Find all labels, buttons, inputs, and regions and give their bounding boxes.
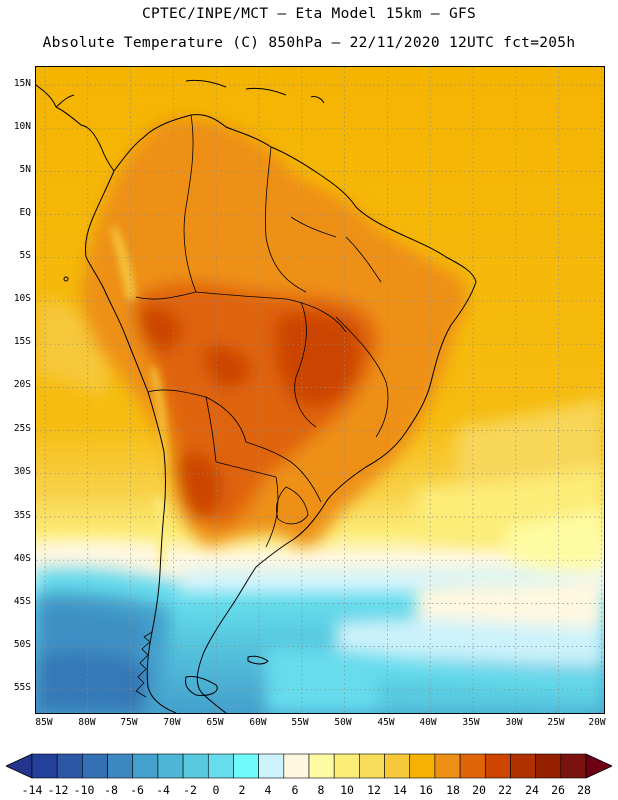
lon-label-30w: 30W xyxy=(505,717,523,728)
colorbar-swatch xyxy=(157,753,184,779)
colorbar-label-14: 14 xyxy=(393,783,407,797)
lat-label-15n: 15N xyxy=(13,78,31,89)
colorbar-label-7: 0 xyxy=(212,783,220,797)
colorbar-swatch xyxy=(107,753,134,779)
colorbar-label-3: -8 xyxy=(104,783,118,797)
colorbar-swatch xyxy=(182,753,209,779)
atlantic-field xyxy=(36,301,604,713)
colorbar-label-18: 22 xyxy=(498,783,512,797)
lon-label-60w: 60W xyxy=(249,717,267,728)
colorbar-label-16: 18 xyxy=(446,783,460,797)
lon-label-45w: 45W xyxy=(377,717,395,728)
lon-label-75w: 75W xyxy=(120,717,138,728)
lon-label-40w: 40W xyxy=(419,717,437,728)
lat-label-5s: 5S xyxy=(19,250,31,261)
lat-label-25s: 25S xyxy=(13,423,31,434)
map-title-line-2: Absolute Temperature (C) 850hPa — 22/11/… xyxy=(42,35,576,51)
coastlines xyxy=(36,80,477,713)
colorbar-label-9: 4 xyxy=(264,783,272,797)
lat-label-eq: EQ xyxy=(19,207,31,218)
colorbar-swatch xyxy=(56,753,83,779)
lat-label-30s: 30S xyxy=(13,466,31,477)
colorbar-label-21: 28 xyxy=(577,783,591,797)
colorbar-label-10: 6 xyxy=(291,783,299,797)
lon-label-20w: 20W xyxy=(588,717,606,728)
colorbar-label-20: 26 xyxy=(551,783,565,797)
colorbar-label-0: -14 xyxy=(21,783,43,797)
colorbar-swatch xyxy=(31,753,58,779)
colorbar-over-arrow xyxy=(585,753,612,779)
colorbar-swatch xyxy=(484,753,511,779)
lon-label-80w: 80W xyxy=(78,717,96,728)
lon-label-35w: 35W xyxy=(462,717,480,728)
colorbar-swatch xyxy=(384,753,411,779)
colorbar-swatches xyxy=(31,753,587,779)
lat-label-40s: 40S xyxy=(13,553,31,564)
lat-label-10n: 10N xyxy=(13,121,31,132)
lat-label-50s: 50S xyxy=(13,639,31,650)
colorbar-swatch xyxy=(333,753,360,779)
colorbar-swatch xyxy=(283,753,310,779)
lat-label-45s: 45S xyxy=(13,596,31,607)
country-borders xyxy=(135,114,389,548)
lat-label-35s: 35S xyxy=(13,510,31,521)
colorbar-swatch xyxy=(409,753,436,779)
colorbar-swatch xyxy=(82,753,108,779)
lon-label-25w: 25W xyxy=(547,717,565,728)
colorbar-swatch xyxy=(560,753,587,779)
lat-label-5n: 5N xyxy=(19,164,31,175)
map-title-line-1: CPTEC/INPE/MCT — Eta Model 15km — GFS xyxy=(141,6,477,22)
colorbar-label-1: -12 xyxy=(47,783,69,797)
colorbar-label-17: 20 xyxy=(472,783,486,797)
lat-label-55s: 55S xyxy=(13,682,31,693)
colorbar-swatch xyxy=(510,753,536,779)
colorbar-swatch xyxy=(233,753,259,779)
colorbar-label-19: 24 xyxy=(525,783,539,797)
lon-label-70w: 70W xyxy=(163,717,181,728)
colorbar-label-2: -10 xyxy=(73,783,95,797)
temperature-colorbar xyxy=(6,753,612,779)
temperature-map xyxy=(35,66,605,714)
colorbar-label-4: -6 xyxy=(130,783,144,797)
colorbar-label-15: 16 xyxy=(419,783,433,797)
colorbar-swatch xyxy=(359,753,385,779)
lon-label-50w: 50W xyxy=(334,717,352,728)
colorbar-under-arrow xyxy=(6,753,33,779)
lat-label-10s: 10S xyxy=(13,293,31,304)
colorbar-swatch xyxy=(535,753,562,779)
colorbar-swatch xyxy=(132,753,159,779)
lon-label-65w: 65W xyxy=(206,717,224,728)
lon-label-55w: 55W xyxy=(291,717,309,728)
lat-lon-grid xyxy=(36,67,604,713)
colorbar-label-12: 10 xyxy=(340,783,354,797)
land-field xyxy=(81,118,467,547)
temperature-field xyxy=(36,67,604,713)
colorbar-label-5: -4 xyxy=(156,783,170,797)
colorbar-swatch xyxy=(459,753,486,779)
lon-label-85w: 85W xyxy=(35,717,53,728)
colorbar-label-11: 8 xyxy=(317,783,325,797)
andes-field xyxy=(110,227,167,567)
colorbar-swatch xyxy=(434,753,461,779)
colorbar-label-13: 12 xyxy=(367,783,381,797)
lat-label-15s: 15S xyxy=(13,336,31,347)
colorbar-swatch xyxy=(258,753,285,779)
colorbar-swatch xyxy=(308,753,335,779)
colorbar-label-6: -2 xyxy=(183,783,197,797)
lat-label-20s: 20S xyxy=(13,379,31,390)
colorbar-label-8: 2 xyxy=(238,783,246,797)
colorbar-swatch xyxy=(207,753,234,779)
